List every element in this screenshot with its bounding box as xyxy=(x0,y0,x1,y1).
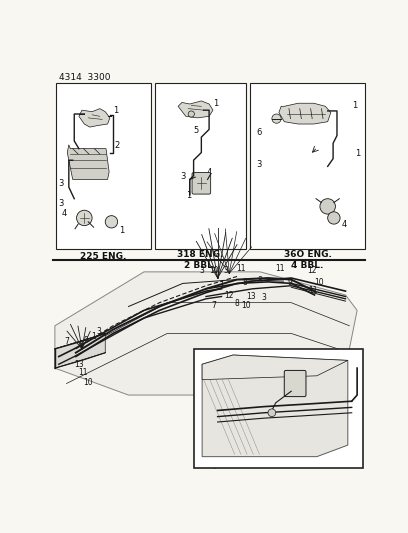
Polygon shape xyxy=(178,101,213,118)
Text: 1: 1 xyxy=(213,99,218,108)
Polygon shape xyxy=(55,272,357,395)
Text: 10: 10 xyxy=(228,459,238,468)
Circle shape xyxy=(272,114,281,123)
Text: 13: 13 xyxy=(74,360,84,369)
Text: 11: 11 xyxy=(236,264,246,273)
Text: 13: 13 xyxy=(235,355,244,364)
Text: 14: 14 xyxy=(343,445,353,454)
Text: 3: 3 xyxy=(180,172,186,181)
Text: 4: 4 xyxy=(207,168,212,177)
Circle shape xyxy=(328,212,340,224)
Text: 11: 11 xyxy=(275,264,284,273)
Text: 1: 1 xyxy=(219,281,224,290)
Text: 11: 11 xyxy=(279,459,288,468)
Text: 1: 1 xyxy=(354,397,359,406)
Circle shape xyxy=(188,111,194,117)
Text: 13: 13 xyxy=(246,292,256,301)
Text: 13: 13 xyxy=(302,381,312,390)
Text: 7: 7 xyxy=(64,337,69,346)
Text: 10: 10 xyxy=(242,301,251,310)
Text: 9: 9 xyxy=(338,433,342,442)
Circle shape xyxy=(105,216,118,228)
Text: 318 ENG.
2 BBL.: 318 ENG. 2 BBL. xyxy=(177,251,224,270)
Text: 3: 3 xyxy=(59,199,64,208)
Text: 3: 3 xyxy=(223,265,228,274)
Polygon shape xyxy=(202,355,348,379)
Polygon shape xyxy=(67,145,109,180)
Text: 9: 9 xyxy=(84,336,89,345)
Text: 4: 4 xyxy=(62,209,67,217)
Text: 11: 11 xyxy=(283,363,292,372)
Text: 1: 1 xyxy=(186,191,191,200)
Text: 9: 9 xyxy=(287,278,292,287)
Text: 11: 11 xyxy=(78,368,88,377)
Text: 10: 10 xyxy=(315,278,324,287)
Text: 1: 1 xyxy=(352,101,357,110)
Circle shape xyxy=(77,210,92,225)
Text: 3: 3 xyxy=(256,160,262,169)
Polygon shape xyxy=(279,103,331,124)
Polygon shape xyxy=(79,109,110,127)
Text: 5: 5 xyxy=(194,126,199,134)
Text: 1: 1 xyxy=(119,225,124,235)
Text: 13: 13 xyxy=(228,426,238,435)
Bar xyxy=(155,83,246,249)
Text: 3: 3 xyxy=(206,417,211,426)
Polygon shape xyxy=(202,355,348,457)
Text: 11: 11 xyxy=(248,355,257,364)
Text: 1: 1 xyxy=(250,459,255,468)
Bar xyxy=(55,83,151,249)
Text: 4314  3300: 4314 3300 xyxy=(59,73,110,82)
Text: 3: 3 xyxy=(262,294,266,302)
Text: 8: 8 xyxy=(242,278,247,287)
Text: 36O ENG.
4 BBL.: 36O ENG. 4 BBL. xyxy=(284,251,331,270)
Text: 10: 10 xyxy=(84,378,93,387)
Polygon shape xyxy=(55,334,105,368)
Text: 8: 8 xyxy=(78,340,83,349)
Text: 13: 13 xyxy=(255,432,265,441)
Text: 8: 8 xyxy=(235,299,239,308)
Text: 8: 8 xyxy=(258,277,263,286)
Text: 10: 10 xyxy=(209,265,219,274)
Text: 11: 11 xyxy=(308,286,318,295)
Text: 1: 1 xyxy=(91,332,96,341)
Text: 11: 11 xyxy=(209,389,219,398)
Text: 6: 6 xyxy=(256,128,262,137)
Bar xyxy=(194,349,364,468)
FancyBboxPatch shape xyxy=(192,173,211,194)
Text: 7: 7 xyxy=(211,301,216,310)
Text: 3: 3 xyxy=(200,265,204,274)
Text: 9: 9 xyxy=(266,459,271,468)
Text: 2: 2 xyxy=(115,141,120,150)
Text: 12: 12 xyxy=(224,291,234,300)
Text: 3: 3 xyxy=(96,327,101,336)
Bar xyxy=(250,83,365,249)
Text: 10: 10 xyxy=(206,405,215,413)
Text: 225 ENG.: 225 ENG. xyxy=(80,252,126,261)
Text: 8: 8 xyxy=(349,374,354,383)
Text: 4: 4 xyxy=(341,220,347,229)
Circle shape xyxy=(268,409,276,417)
Text: 1: 1 xyxy=(113,106,118,115)
Text: 1: 1 xyxy=(356,149,361,158)
Text: 12: 12 xyxy=(307,265,316,274)
Text: D4,8: D4,8 xyxy=(202,461,222,470)
Text: 3: 3 xyxy=(59,180,64,189)
Circle shape xyxy=(320,199,335,214)
FancyBboxPatch shape xyxy=(284,370,306,397)
